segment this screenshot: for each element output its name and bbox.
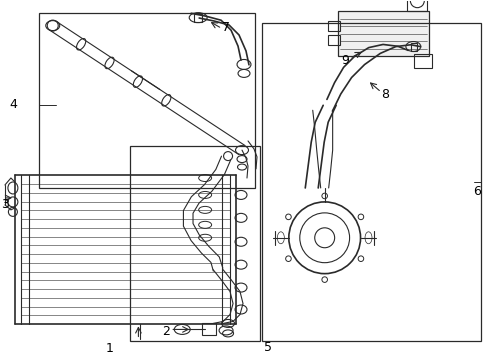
- Bar: [327, 21, 339, 31]
- Bar: [327, 35, 339, 45]
- Bar: [337, 11, 428, 57]
- Bar: [39, 13, 254, 188]
- Bar: [407, 0, 427, 11]
- Bar: [262, 23, 480, 341]
- Text: 5: 5: [264, 341, 271, 354]
- Text: 6: 6: [472, 185, 480, 198]
- Bar: [410, 42, 416, 50]
- Bar: [130, 146, 260, 341]
- Text: 2: 2: [162, 325, 170, 338]
- Bar: [194, 14, 202, 22]
- Text: 7: 7: [222, 21, 230, 33]
- Text: 8: 8: [381, 88, 388, 101]
- Text: 3: 3: [1, 198, 9, 211]
- Bar: [413, 54, 431, 68]
- Bar: [202, 323, 216, 336]
- Text: 9: 9: [341, 54, 349, 67]
- Text: 1: 1: [105, 342, 113, 355]
- Text: 4: 4: [9, 98, 17, 111]
